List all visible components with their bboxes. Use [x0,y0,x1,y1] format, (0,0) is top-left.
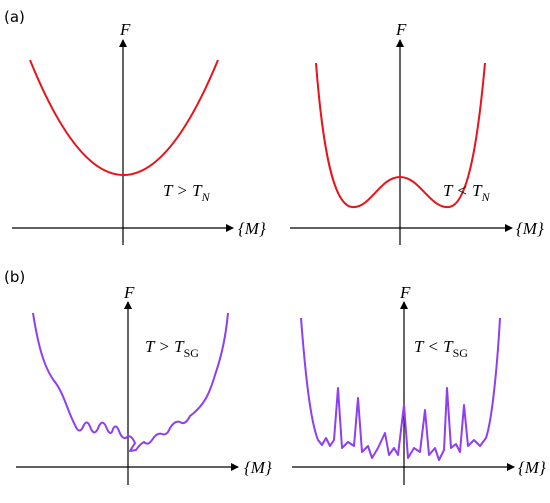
condition-sub: N [481,190,491,204]
condition-sub: SG [184,346,200,360]
y-label: F [399,283,411,302]
y-label: F [123,283,135,302]
panel-tag: (b) [4,268,25,286]
plot: F {M} T < TSG [292,283,546,485]
plot: F {M} T > TSG [16,283,272,485]
curve [315,62,486,209]
condition: T < TN [443,181,491,204]
curve [300,317,501,461]
x-label: {M} [244,458,272,477]
curve [29,59,219,176]
curve [32,312,229,452]
plot: F {M} T < TN [290,20,544,245]
y-label: F [119,20,131,39]
y-label: F [395,20,407,39]
condition: T < TSG [414,337,468,360]
condition-main: T > T [145,337,185,356]
panel-tag: (a) [4,8,25,26]
condition: T > TN [163,181,211,204]
condition-main: T < T [443,181,483,200]
condition-main: T > T [163,181,203,200]
x-label: {M} [518,458,546,477]
condition-sub: SG [453,346,469,360]
x-label: {M} [516,219,544,238]
plot: F {M} T > TN [12,20,266,245]
condition-sub: N [201,190,211,204]
condition: T > TSG [145,337,199,360]
x-label: {M} [238,219,266,238]
condition-main: T < T [414,337,454,356]
